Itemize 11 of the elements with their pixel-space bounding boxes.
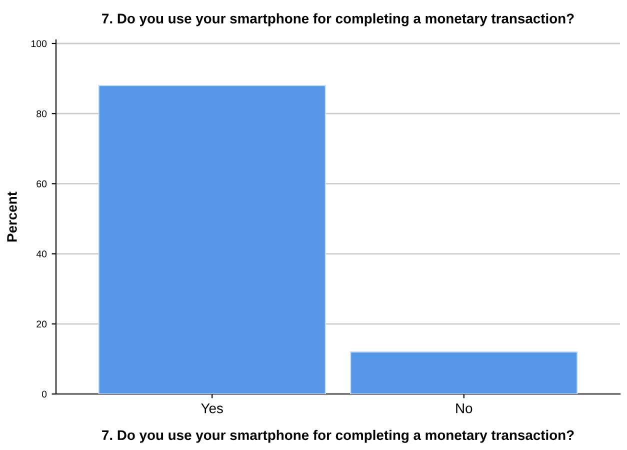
y-tick-label: 20 — [36, 320, 47, 328]
y-tick-label: 100 — [31, 40, 47, 48]
x-tick-label: No — [456, 404, 472, 414]
y-tick-label: 40 — [36, 250, 47, 258]
y-tick-label: 80 — [36, 110, 47, 118]
y-axis-title: Percent — [7, 192, 17, 242]
x-axis-title: 7. Do you use your smartphone for completing a monetary transaction? — [102, 430, 574, 443]
x-tick-label: Yes — [201, 404, 223, 414]
y-tick-label: 0 — [42, 390, 47, 398]
chart-title: 7. Do you use your smartphone for completing a monetary transaction? — [102, 13, 574, 26]
y-tick-label: 60 — [36, 180, 47, 188]
